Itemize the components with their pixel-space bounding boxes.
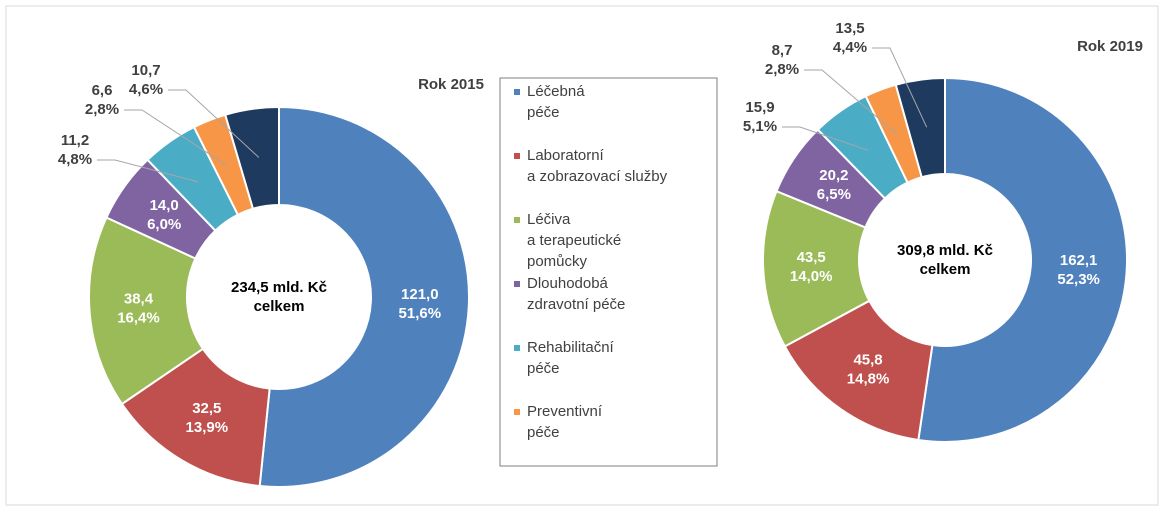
percent-label: 51,6% xyxy=(399,305,442,322)
leader-line xyxy=(97,159,198,183)
value-label: 32,5 xyxy=(192,400,221,417)
leader-line xyxy=(168,89,260,158)
slice xyxy=(783,299,934,442)
data-label: 14,0 6,0% xyxy=(147,197,181,233)
legend-line: a zobrazovací služby xyxy=(527,168,668,185)
percent-label: 6,0% xyxy=(147,216,181,233)
value-label: 14,0 xyxy=(150,197,179,214)
center-line: celkem xyxy=(254,298,305,315)
legend-line: a terapeutické xyxy=(527,232,621,249)
percent-label: 14,8% xyxy=(847,371,890,388)
center-line: celkem xyxy=(920,261,971,278)
value-label: 45,8 xyxy=(853,352,882,369)
data-label: 15,9 5,1% xyxy=(743,99,777,135)
legend-label: Rehabilitační péče xyxy=(527,339,615,377)
data-label: 8,7 2,8% xyxy=(765,42,799,78)
data-label: 13,5 4,4% xyxy=(833,20,867,56)
data-label: 20,2 6,5% xyxy=(817,167,851,203)
legend-line: péče xyxy=(527,104,560,121)
percent-label: 52,3% xyxy=(1057,271,1100,288)
legend-label: Preventivní péče xyxy=(527,403,603,441)
data-label: 10,7 4,6% xyxy=(129,62,163,98)
legend-swatch xyxy=(514,345,520,351)
value-label: 11,2 xyxy=(61,132,89,149)
percent-label: 5,1% xyxy=(743,118,777,135)
data-label: 11,2 4,8% xyxy=(58,132,92,168)
slice xyxy=(88,216,205,406)
value-label: 8,7 xyxy=(772,42,793,59)
legend-label: Laboratorní a zobrazovací služby xyxy=(527,147,668,185)
leader-line xyxy=(872,47,928,128)
center-line: 309,8 mld. Kč xyxy=(897,242,993,259)
value-label: 20,2 xyxy=(819,167,848,184)
legend-line: Laboratorní xyxy=(527,147,605,164)
legend-label: Léčebná péče xyxy=(527,83,585,121)
legend xyxy=(499,77,718,467)
percent-label: 4,8% xyxy=(58,151,92,168)
legend-line: pomůcky xyxy=(527,253,588,270)
value-label: 43,5 xyxy=(797,249,826,266)
chart-title: Rok 2015 xyxy=(418,76,484,93)
leader-line xyxy=(782,126,869,151)
slice xyxy=(258,105,470,488)
legend-line: péče xyxy=(527,360,560,377)
legend-label: Léčiva a terapeutické pomůcky xyxy=(527,211,621,270)
percent-label: 13,9% xyxy=(186,419,229,436)
center-label: 234,5 mld. Kč celkem xyxy=(231,279,327,315)
slice xyxy=(762,189,871,348)
value-label: 162,1 xyxy=(1060,252,1098,269)
legend-line: Léčiva xyxy=(527,211,571,228)
legend-swatch xyxy=(514,89,520,95)
data-label: 38,4 16,4% xyxy=(117,291,160,327)
slice xyxy=(894,76,946,179)
center-label: 309,8 mld. Kč celkem xyxy=(897,242,993,278)
legend-label: Dlouhodobá zdravotní péče xyxy=(527,275,625,313)
percent-label: 16,4% xyxy=(117,310,160,327)
value-label: 13,5 xyxy=(835,20,864,37)
data-label: 162,1 52,3% xyxy=(1057,252,1100,288)
data-label: 45,8 14,8% xyxy=(847,352,890,388)
percent-label: 14,0% xyxy=(790,268,833,285)
legend-line: zdravotní péče xyxy=(527,296,625,313)
value-label: 121,0 xyxy=(401,286,439,303)
legend-line: Dlouhodobá xyxy=(527,275,609,292)
center-line: 234,5 mld. Kč xyxy=(231,279,327,296)
leader-line xyxy=(124,109,228,167)
legend-line: Rehabilitační xyxy=(527,339,615,356)
slice xyxy=(224,105,280,210)
value-label: 38,4 xyxy=(124,291,154,308)
percent-label: 6,5% xyxy=(817,186,851,203)
legend-swatch xyxy=(514,409,520,415)
legend-line: Léčebná xyxy=(527,83,585,100)
percent-label: 2,8% xyxy=(85,101,119,118)
percent-label: 4,6% xyxy=(129,81,163,98)
value-label: 15,9 xyxy=(745,99,774,116)
data-label: 32,5 13,9% xyxy=(186,400,229,436)
legend-swatch xyxy=(514,217,520,223)
value-label: 10,7 xyxy=(131,62,160,79)
chart-title: Rok 2019 xyxy=(1077,38,1143,55)
data-label: 43,5 14,0% xyxy=(790,249,833,285)
legend-swatch xyxy=(514,153,520,159)
percent-label: 4,4% xyxy=(833,39,867,56)
data-label: 121,0 51,6% xyxy=(399,286,442,322)
value-label: 6,6 xyxy=(92,82,113,99)
legend-line: péče xyxy=(527,424,560,441)
percent-label: 2,8% xyxy=(765,61,799,78)
data-label: 6,6 2,8% xyxy=(85,82,119,118)
slice xyxy=(917,76,1128,443)
legend-line: Preventivní xyxy=(527,403,603,420)
legend-swatch xyxy=(514,281,520,287)
leader-line xyxy=(804,69,898,136)
